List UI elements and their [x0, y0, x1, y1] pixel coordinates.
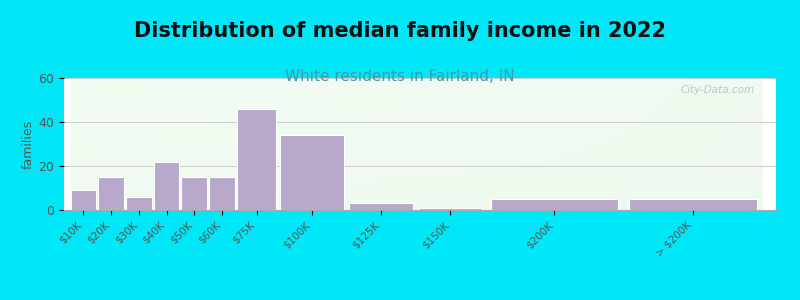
Bar [98, 177, 124, 210]
Bar [238, 109, 276, 210]
Bar [629, 199, 757, 210]
Bar [126, 197, 151, 210]
Bar [490, 199, 618, 210]
Y-axis label: families: families [22, 119, 34, 169]
Bar [209, 177, 234, 210]
Text: Distribution of median family income in 2022: Distribution of median family income in … [134, 21, 666, 41]
Bar [350, 203, 413, 210]
Bar [280, 135, 344, 210]
Text: City-Data.com: City-Data.com [681, 85, 754, 94]
Text: White residents in Fairland, IN: White residents in Fairland, IN [285, 69, 515, 84]
Bar [154, 162, 179, 210]
Bar [418, 208, 482, 210]
Bar [70, 190, 96, 210]
Bar [182, 177, 207, 210]
